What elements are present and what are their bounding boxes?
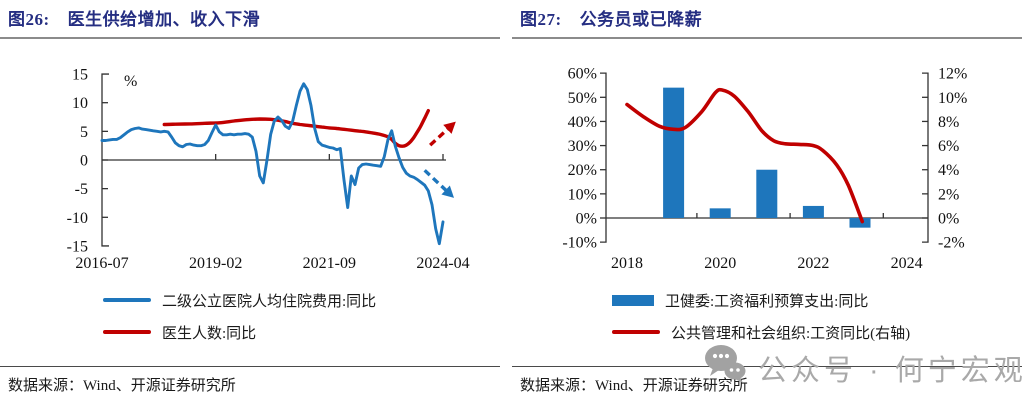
fig26-legend: 二级公立医院人均住院费用:同比 医生人数:同比 <box>103 284 376 348</box>
fig27-title-block: 图27: 公务员或已降薪 <box>512 0 1022 39</box>
doctor-count-line <box>162 109 430 148</box>
legend-item: 公共管理和社会组织:工资同比(右轴) <box>612 316 910 348</box>
fig26-title: 医生供给增加、收入下滑 <box>67 10 261 29</box>
x-tick-label: 2019-02 <box>189 255 242 272</box>
x-tick-label: 2016-07 <box>75 255 128 272</box>
legend-item: 卫健委:工资福利预算支出:同比 <box>612 284 910 316</box>
red-up-trend-arrow-head <box>443 121 456 134</box>
left-tick-label: -10% <box>562 235 597 252</box>
fig26-title-block: 图26: 医生供给增加、收入下滑 <box>0 0 500 39</box>
right-tick-label: -2% <box>938 235 965 252</box>
y-tick-label: 10 <box>72 95 88 112</box>
x-tick-label: 2018 <box>611 255 643 272</box>
source-text: 数据来源：Wind、开源证券研究所 <box>8 378 236 394</box>
y-tick-label: 15 <box>72 67 88 84</box>
red-up-trend-arrow <box>429 127 450 147</box>
wechat-icon <box>704 343 746 393</box>
legend-label: 二级公立医院人均住院费用:同比 <box>162 293 377 310</box>
fig26-source: 数据来源：Wind、开源证券研究所 <box>0 366 500 395</box>
budget-bar-2019 <box>663 87 685 218</box>
x-tick-label: 2022 <box>797 255 829 272</box>
budget-bar-2021 <box>756 169 778 218</box>
left-tick-label: 50% <box>568 90 597 107</box>
budget-bar-2020 <box>709 208 731 218</box>
fig26-title-prefix: 图26: <box>8 10 50 29</box>
left-tick-label: 30% <box>568 138 597 155</box>
right-tick-label: 0% <box>938 211 959 228</box>
blue-bar-swatch <box>612 294 654 306</box>
left-tick-label: 40% <box>568 114 597 131</box>
y-tick-label: -5 <box>75 181 88 198</box>
fig27-chart: 60% 50% 40% 30% 20% 10% 0% -10% 12% 10% 8% 6% 4% 2% 0%… <box>562 66 967 272</box>
blue-down-trend-arrow-head <box>441 185 454 198</box>
fig27-title-prefix: 图27: <box>520 10 562 29</box>
fig27-legend: 卫健委:工资福利预算支出:同比 公共管理和社会组织:工资同比(右轴) <box>612 284 910 348</box>
watermark: 公众号 · 何宁宏观 <box>704 342 1024 394</box>
left-tick-label: 10% <box>568 186 597 203</box>
watermark-text: 公众号 · 何宁宏观 <box>758 355 1024 387</box>
legend-item: 医生人数:同比 <box>103 316 376 348</box>
legend-label: 卫健委:工资福利预算支出:同比 <box>665 293 869 310</box>
x-tick-label: 2024 <box>891 255 923 272</box>
red-line-swatch <box>612 330 660 334</box>
right-tick-label: 8% <box>938 114 959 131</box>
right-tick-label: 4% <box>938 162 959 179</box>
blue-down-trend-arrow <box>423 169 448 193</box>
fig27-title: 公务员或已降薪 <box>579 10 703 29</box>
red-line-swatch <box>103 330 151 334</box>
right-tick-label: 2% <box>938 186 959 203</box>
y-tick-label: 5 <box>80 124 88 141</box>
left-tick-label: 60% <box>568 66 597 83</box>
left-tick-label: 0% <box>576 211 597 228</box>
budget-bar-2022 <box>802 205 824 218</box>
y-tick-label: 0 <box>80 153 88 170</box>
budget-bar-2023 <box>849 218 871 228</box>
legend-label: 医生人数:同比 <box>162 325 257 342</box>
right-tick-label: 6% <box>938 138 959 155</box>
y-tick-label: -15 <box>67 238 88 255</box>
source-text: 数据来源：Wind、开源证券研究所 <box>520 378 748 394</box>
fig27-source: 数据来源：Wind、开源证券研究所 <box>512 366 1022 395</box>
x-tick-label: 2024-04 <box>416 255 469 272</box>
hospital-fee-line <box>100 82 445 246</box>
left-tick-label: 20% <box>568 162 597 179</box>
right-tick-label: 10% <box>938 90 967 107</box>
right-axis <box>922 72 929 243</box>
right-tick-label: 12% <box>938 66 967 83</box>
x-tick-label: 2020 <box>704 255 736 272</box>
legend-item: 二级公立医院人均住院费用:同比 <box>103 284 376 316</box>
x-tick-label: 2021-09 <box>303 255 356 272</box>
wage-yoy-line <box>625 87 865 224</box>
blue-line-swatch <box>103 298 151 302</box>
legend-label: 公共管理和社会组织:工资同比(右轴) <box>671 325 911 342</box>
y-tick-label: -10 <box>67 210 88 227</box>
fig26-chart: 15 10 5 0 -5 -10 -15% 2016-07 2019-02 2021-09 2024… <box>67 67 470 272</box>
y-axis-unit: % <box>124 73 137 90</box>
left-axis <box>600 72 607 243</box>
